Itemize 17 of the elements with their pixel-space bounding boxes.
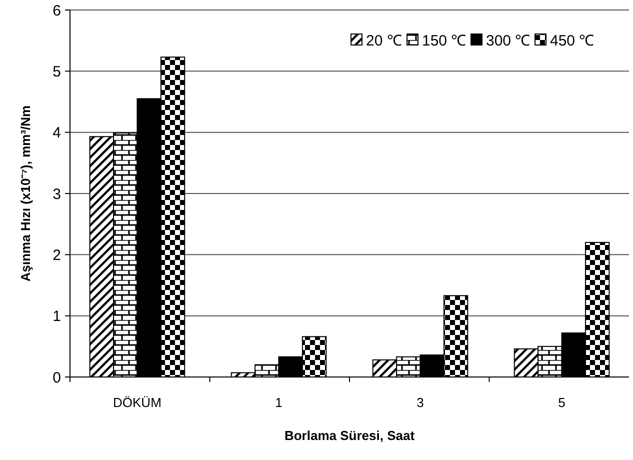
x-tick-label: 3 <box>416 395 424 410</box>
y-tick-label: 0 <box>52 369 61 386</box>
legend-label: 150 ℃ <box>422 32 466 50</box>
x-tick-label: DÖKÜM <box>113 395 162 410</box>
y-axis-title: Aşınma Hızı (x10⁻⁷), mm³/Nm <box>18 105 33 282</box>
legend-label: 300 ℃ <box>486 32 530 50</box>
legend-label: 450 ℃ <box>550 32 594 50</box>
x-tick-label: 5 <box>558 395 566 410</box>
y-tick-label: 1 <box>52 308 61 326</box>
x-axis-title: Borlama Süresi, Saat <box>284 428 416 443</box>
x-tick-label: 1 <box>275 395 282 410</box>
y-tick-label: 6 <box>52 2 61 20</box>
y-tick-label: 3 <box>52 186 61 203</box>
y-tick-label: 2 <box>52 246 61 264</box>
y-tick-label: 4 <box>52 124 61 142</box>
y-tick-label: 5 <box>52 63 61 80</box>
legend-label: 20 ℃ <box>366 32 402 50</box>
